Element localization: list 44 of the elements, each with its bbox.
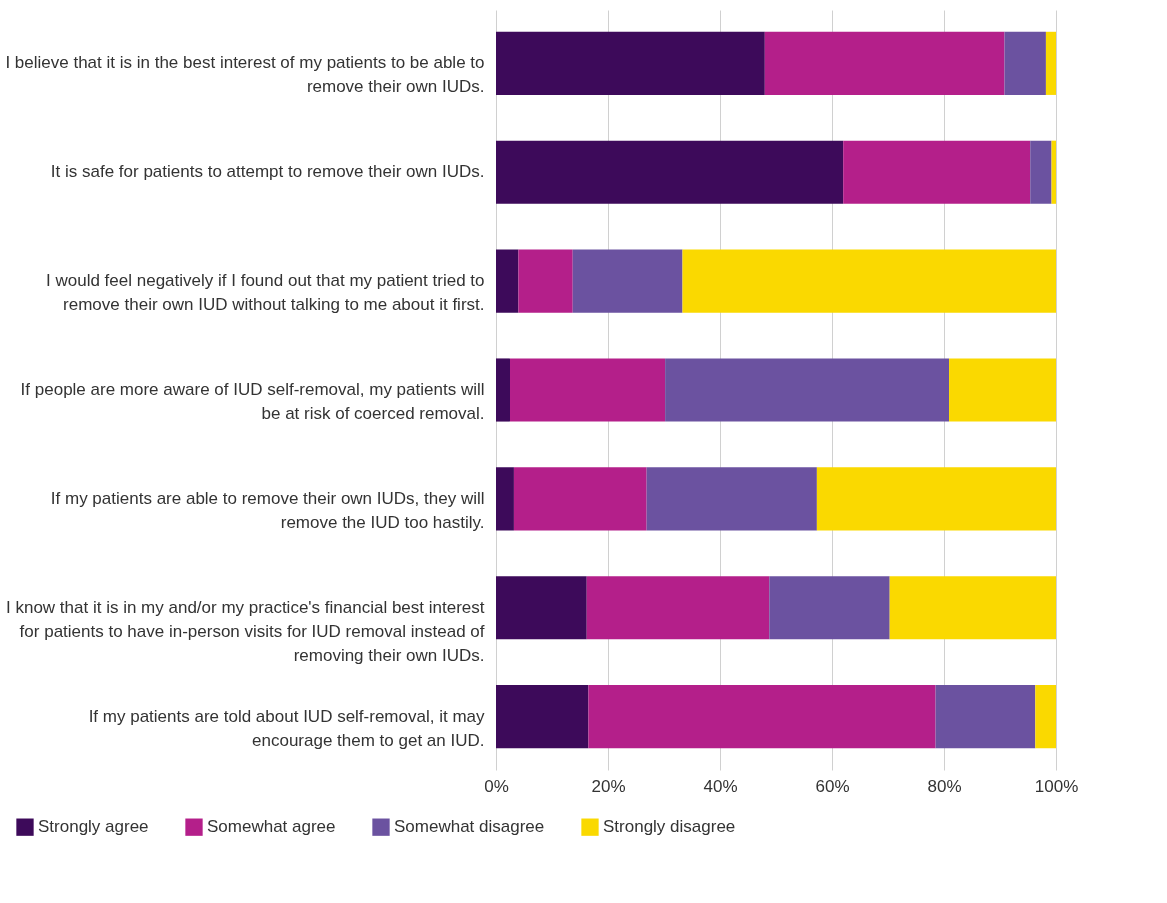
bar [496,685,589,749]
bar [665,358,950,422]
y-tick-label: I believe that it is in the best interest of my patients to be able to remove their own IUDs. [5,53,485,97]
x-tick-label: 60% [815,776,850,796]
bar [496,31,765,95]
bar [949,358,1056,422]
bar [816,467,1056,531]
bar [496,249,519,313]
legend-label: Strongly agree [38,817,149,837]
bar [1004,31,1046,95]
bar [1045,31,1056,95]
legend-label: Strongly disagree [603,817,736,837]
bar [682,249,1056,313]
bar [588,685,936,749]
bar [586,576,770,640]
bar [496,358,510,422]
bar [769,576,890,640]
bar [935,685,1036,749]
bar [646,467,817,531]
y-tick-label: If my patients are able to remove their own IUDs, they will remove the IUD too hastily. [50,488,485,532]
x-tick-label: 80% [927,776,962,796]
bar [889,576,1056,640]
x-tick-label: 100% [1034,776,1079,796]
bar [1035,685,1056,749]
x-tick-label: 20% [591,776,626,796]
y-tick-label: I know that it is in my and/or my practice's financial best interest for patients to have in-person visits for IUD removal instead of removing their own IUDs. [6,597,485,665]
legend-label: Somewhat disagree [394,817,545,837]
y-tick-label: If my patients are told about IUD self-removal, it may encourage them to get an IUD. [88,706,485,750]
y-tick-label: It is safe for patients to attempt to remove their own IUDs. [50,162,485,182]
bar [843,140,1031,204]
bar [510,358,666,422]
bar [496,467,514,531]
x-tick-label: 0% [484,776,509,796]
bar [518,249,573,313]
bar [572,249,683,313]
legend-label: Somewhat agree [207,817,336,837]
bar [1030,140,1052,204]
bar [764,31,1005,95]
bar [496,576,587,640]
y-tick-label: If people are more aware of IUD self-removal, my patients will be at risk of coerced removal. [20,380,485,423]
bar [496,140,844,204]
y-tick-label: I would feel negatively if I found out that my patient tried to remove their own IUD without talking to me about it first. [46,271,485,315]
bar [513,467,647,531]
x-tick-label: 40% [703,776,738,796]
